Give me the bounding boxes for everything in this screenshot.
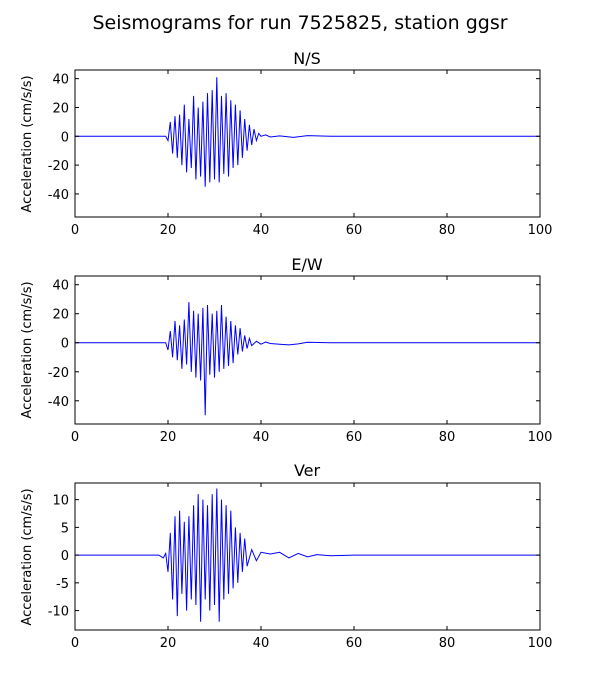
x-tick-label-ns: 100 xyxy=(528,223,553,238)
x-tick-label-ns: 80 xyxy=(439,223,456,238)
x-tick-label-ew: 80 xyxy=(439,430,456,445)
plot-area-ns: 0 20 40 60 80 100 -40 -20 0 20 40 xyxy=(48,69,553,238)
series-line-ns xyxy=(75,77,540,187)
y-axis-label-ver: Acceleration (cm/s/s) xyxy=(20,488,35,625)
y-tick-label-ew: 40 xyxy=(52,279,69,294)
y-tick-label-ns: 20 xyxy=(52,101,69,116)
x-tick-label-ew: 20 xyxy=(160,430,177,445)
y-tick-label-ns: 40 xyxy=(52,73,69,88)
panel-ew: E/W Acceleration (cm/s/s) 0 20 40 60 80 100 -4… xyxy=(20,255,552,445)
x-tick-label-ns: 40 xyxy=(253,223,270,238)
axes-frame-ew xyxy=(74,275,541,425)
y-tick-label-ew: 20 xyxy=(52,308,69,323)
x-tick-label-ew: 0 xyxy=(71,430,79,445)
x-tick-label-ver: 80 xyxy=(439,636,456,651)
panel-ver: Ver Acceleration (cm/s/s) 0 20 40 60 80 100-1… xyxy=(20,461,552,651)
x-tick-label-ew: 60 xyxy=(346,430,363,445)
y-tick-label-ver: -5 xyxy=(56,577,69,592)
y-tick-label-ns: -40 xyxy=(48,188,69,203)
y-tick-label-ns: -20 xyxy=(48,159,69,174)
x-tick-label-ver: 0 xyxy=(71,636,79,651)
y-tick-label-ns: 0 xyxy=(61,130,69,145)
plot-area-ver: 0 20 40 60 80 100 -10 -5 0 5 10 xyxy=(48,482,553,651)
panel-title-ns: N/S xyxy=(293,49,321,68)
y-axis-label-ns: Acceleration (cm/s/s) xyxy=(20,75,35,212)
series-line-ew xyxy=(75,302,540,416)
x-tick-label-ver: 40 xyxy=(253,636,270,651)
panel-title-ew: E/W xyxy=(291,255,323,274)
x-tick-label-ew: 100 xyxy=(528,430,553,445)
plot-area-ew: 0 20 40 60 80 100 -40 -20 0 20 40 xyxy=(48,275,553,445)
axes-frame-ver xyxy=(74,482,541,631)
panel-ns: N/S Acceleration (cm/s/s) 0 20 40 60 80 100 -4… xyxy=(20,49,552,238)
y-tick-label-ver: 0 xyxy=(61,549,69,564)
figure-title: Seismograms for run 7525825, station ggs… xyxy=(92,12,507,34)
x-tick-label-ver: 20 xyxy=(160,636,177,651)
x-tick-label-ns: 0 xyxy=(71,223,79,238)
y-axis-label-ew: Acceleration (cm/s/s) xyxy=(20,281,35,418)
x-tick-label-ns: 20 xyxy=(160,223,177,238)
y-tick-label-ver: 10 xyxy=(52,494,69,509)
y-tick-label-ver: -10 xyxy=(48,605,69,620)
y-tick-label-ew: 0 xyxy=(61,337,69,352)
x-tick-label-ns: 60 xyxy=(346,223,363,238)
y-tick-label-ew: -40 xyxy=(48,395,69,410)
x-tick-label-ver: 100 xyxy=(528,636,553,651)
x-tick-label-ver: 60 xyxy=(346,636,363,651)
series-line-ver xyxy=(75,488,540,622)
panel-title-ver: Ver xyxy=(294,461,321,480)
x-tick-label-ew: 40 xyxy=(253,430,270,445)
y-tick-label-ver: 5 xyxy=(61,521,69,536)
axes-frame-ns xyxy=(74,69,541,218)
y-tick-label-ew: -20 xyxy=(48,366,69,381)
